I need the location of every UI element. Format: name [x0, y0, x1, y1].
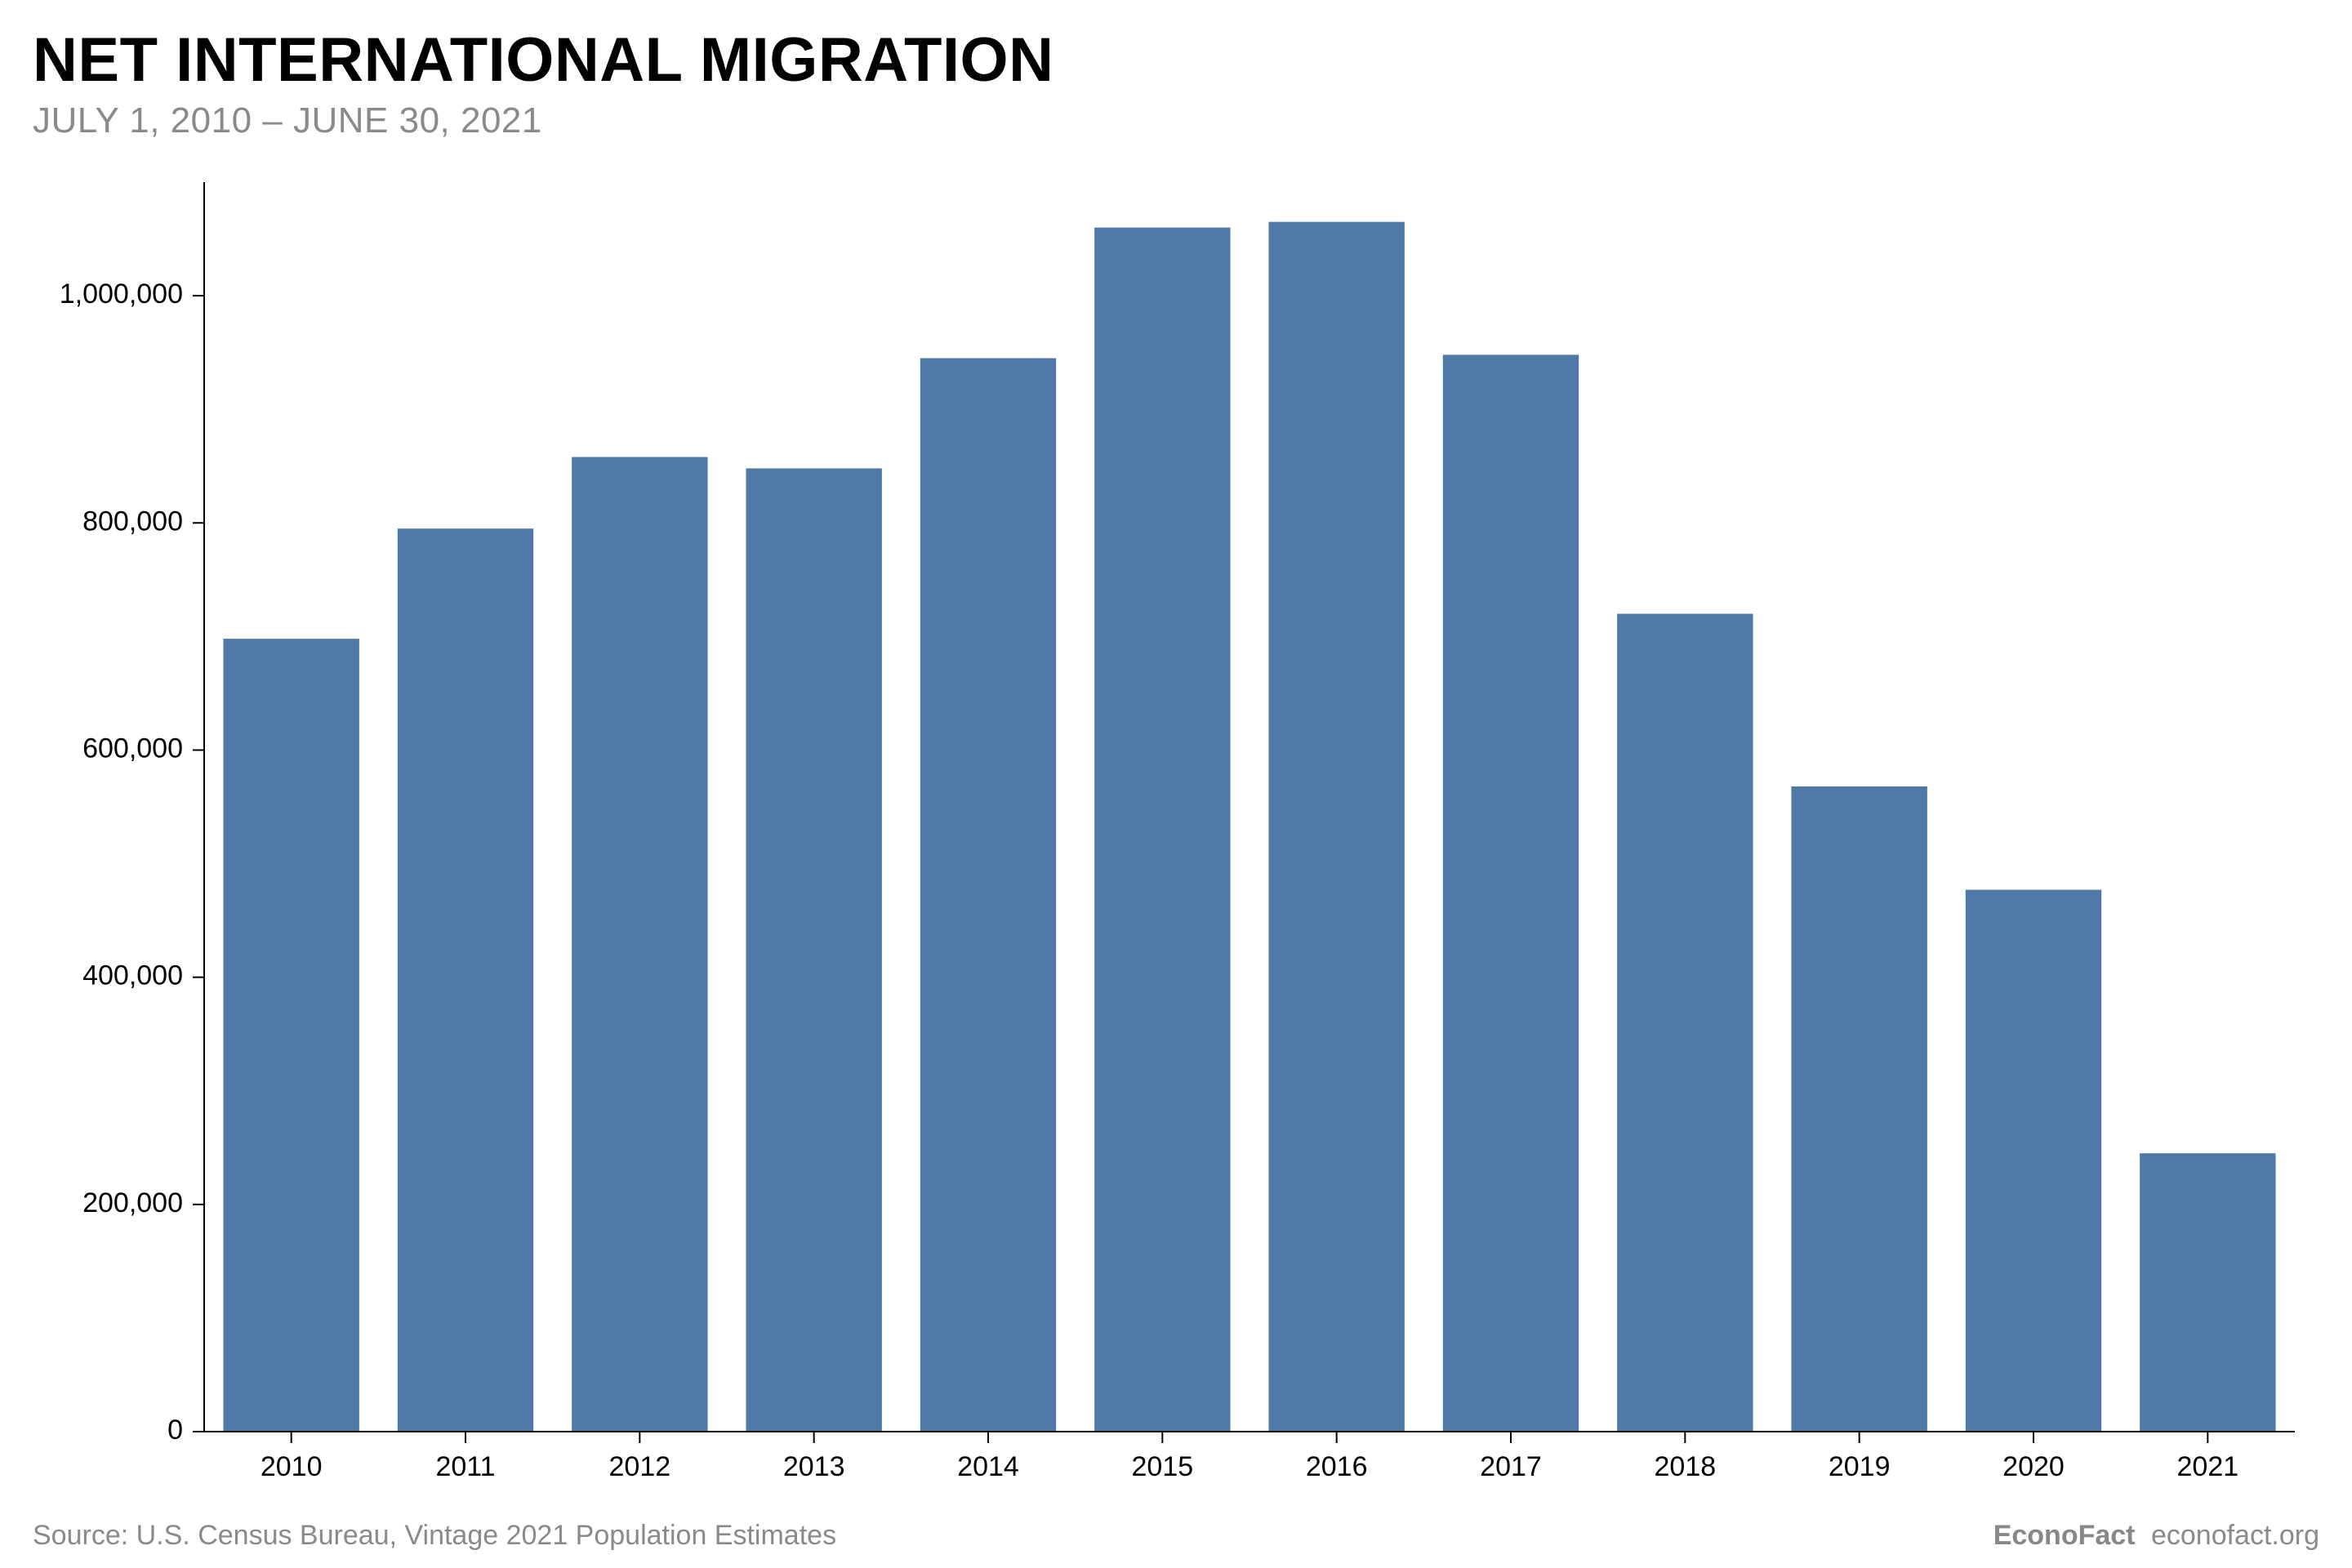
- bar: [2140, 1153, 2275, 1432]
- brand-credit: EconoFact econofact.org: [1993, 1520, 2319, 1552]
- bar: [1268, 222, 1404, 1432]
- bar: [1966, 890, 2101, 1432]
- bar-chart: 0 200,000 400,000 600,000 800,000 1,000,000 20…: [33, 166, 2319, 1505]
- page-title: NET INTERNATIONAL MIGRATION: [33, 24, 2319, 96]
- x-tick-label: 2017: [1480, 1451, 1542, 1482]
- y-tick-label: 600,000: [82, 733, 183, 764]
- x-tick-label: 2010: [261, 1451, 323, 1482]
- bar: [746, 469, 881, 1432]
- x-tick-label: 2019: [1829, 1451, 1891, 1482]
- brand-name: EconoFact: [1993, 1520, 2136, 1551]
- chart-area: 0 200,000 400,000 600,000 800,000 1,000,000 20…: [33, 166, 2319, 1505]
- x-tick-label: 2021: [2177, 1451, 2239, 1482]
- bar: [398, 528, 533, 1432]
- brand-site: econofact.org: [2151, 1520, 2319, 1551]
- bar: [1617, 614, 1753, 1432]
- x-tick-label: 2015: [1132, 1451, 1194, 1482]
- y-tick-label: 800,000: [82, 506, 183, 537]
- source-text: Source: U.S. Census Bureau, Vintage 2021…: [33, 1520, 836, 1552]
- x-tick-label: 2018: [1655, 1451, 1717, 1482]
- x-tick-label: 2011: [435, 1451, 495, 1482]
- bar: [1791, 786, 1927, 1432]
- bar: [1094, 228, 1230, 1432]
- x-tick-label: 2020: [2002, 1451, 2065, 1482]
- x-tick-label: 2014: [957, 1451, 1019, 1482]
- bar: [1443, 354, 1579, 1432]
- y-tick-label: 200,000: [82, 1187, 183, 1218]
- y-tick-label: 0: [167, 1414, 183, 1446]
- y-tick-label: 1,000,000: [60, 278, 183, 310]
- x-tick-label: 2012: [609, 1451, 671, 1482]
- bar: [223, 639, 359, 1432]
- page-subtitle: JULY 1, 2010 – JUNE 30, 2021: [33, 100, 2319, 141]
- chart-container: NET INTERNATIONAL MIGRATION JULY 1, 2010…: [0, 0, 2352, 1568]
- footer: Source: U.S. Census Bureau, Vintage 2021…: [33, 1505, 2319, 1552]
- bar: [920, 359, 1056, 1432]
- y-tick-label: 400,000: [82, 960, 183, 991]
- bar: [572, 457, 707, 1432]
- x-tick-label: 2016: [1306, 1451, 1368, 1482]
- x-tick-label: 2013: [783, 1451, 845, 1482]
